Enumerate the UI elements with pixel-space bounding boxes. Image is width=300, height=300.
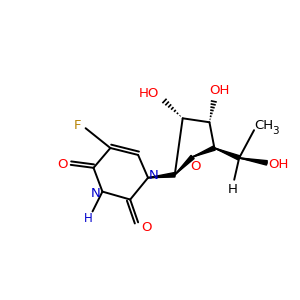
- Polygon shape: [239, 158, 267, 165]
- Text: OH: OH: [209, 84, 230, 97]
- Text: 3: 3: [272, 126, 279, 136]
- Text: O: O: [141, 221, 151, 234]
- Text: O: O: [58, 158, 68, 171]
- Polygon shape: [214, 148, 240, 160]
- Text: HO: HO: [139, 87, 159, 100]
- Text: CH: CH: [254, 119, 274, 132]
- Text: F: F: [74, 119, 81, 132]
- Polygon shape: [148, 172, 175, 178]
- Polygon shape: [175, 155, 194, 175]
- Text: O: O: [190, 160, 201, 173]
- Text: OH: OH: [268, 158, 289, 171]
- Text: H: H: [227, 183, 237, 196]
- Text: H: H: [84, 212, 93, 225]
- Polygon shape: [193, 146, 215, 157]
- Text: N: N: [149, 169, 159, 182]
- Text: N: N: [91, 187, 100, 200]
